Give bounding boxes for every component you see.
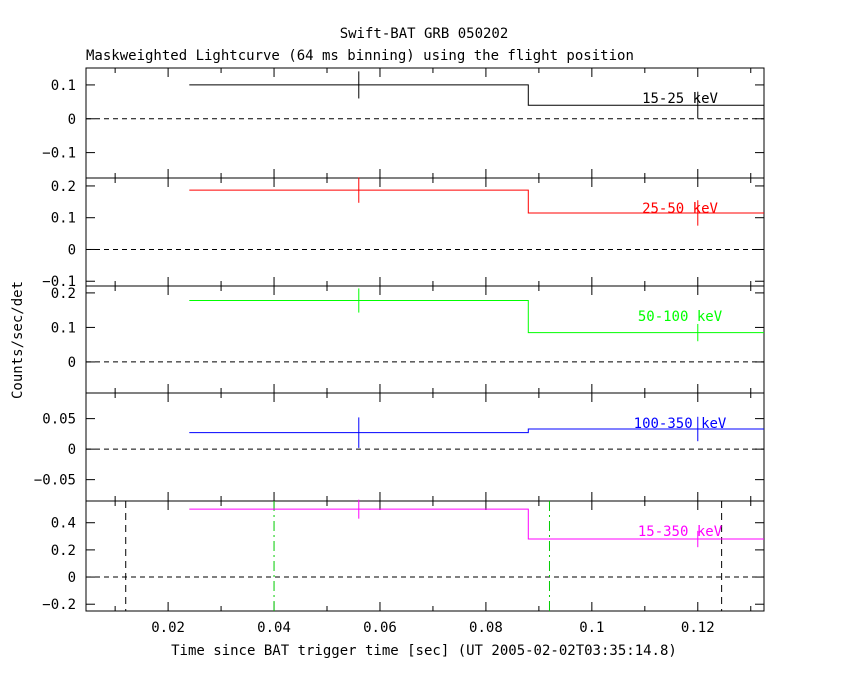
y-tick-label: 0.05 (42, 412, 76, 428)
x-axis-label: Time since BAT trigger time [sec] (UT 20… (171, 643, 677, 659)
y-tick-label: 0.2 (51, 543, 76, 559)
band-label: 15-350 keV (638, 524, 723, 540)
y-tick-label: 0 (68, 442, 76, 458)
y-tick-label: 0 (68, 242, 76, 258)
band-label: 50-100 keV (638, 309, 723, 325)
x-tick-label: 0.04 (257, 620, 291, 636)
panel-2: 0.2 0.1 0 −0.1 25-50 keV (42, 177, 765, 290)
y-tick-label: 0 (68, 570, 76, 586)
x-tick-label: 0.06 (363, 620, 397, 636)
y-tick-label: −0.05 (34, 473, 76, 489)
x-tick-label: 0.02 (151, 620, 185, 636)
y-tick-label: 0 (68, 112, 76, 128)
y-tick-label: 0.2 (51, 179, 76, 195)
y-tick-label: 0.4 (51, 516, 76, 532)
y-tick-label: 0.1 (51, 211, 76, 227)
x-tick-label: 0.1 (579, 620, 604, 636)
band-label: 25-50 keV (642, 201, 718, 217)
y-axis-label: Counts/sec/det (10, 281, 26, 399)
chart-title: Swift-BAT GRB 050202 (340, 26, 509, 42)
panel-3: 0.2 0.1 0 50-100 keV (51, 285, 765, 394)
panel-frame (85, 392, 765, 502)
y-tick-label: 0.1 (51, 78, 76, 94)
y-tick-label: −0.2 (42, 597, 76, 613)
x-tick-label: 0.12 (681, 620, 715, 636)
y-tick-label: 0 (68, 355, 76, 371)
band-label: 100-350 keV (634, 416, 727, 432)
y-tick-label: 0.1 (51, 320, 76, 336)
y-tick-label: −0.1 (42, 146, 76, 162)
panel-frame (85, 500, 765, 612)
panel-frame (85, 285, 765, 394)
y-tick-label: −0.1 (42, 274, 76, 290)
y-tick-label: 0.2 (51, 286, 76, 302)
panel-frame (85, 177, 765, 287)
panel-4: 0.05 0 −0.05 100-350 keV (34, 392, 765, 502)
panel-5: 0.4 0.2 0 −0.2 15-350 keV (42, 499, 765, 613)
panel-1: 0.1 0 −0.1 15-25 keV (42, 67, 765, 179)
chart-subtitle: Maskweighted Lightcurve (64 ms binning) … (86, 48, 634, 64)
x-tick-label: 0.08 (469, 620, 503, 636)
band-label: 15-25 keV (642, 91, 718, 107)
